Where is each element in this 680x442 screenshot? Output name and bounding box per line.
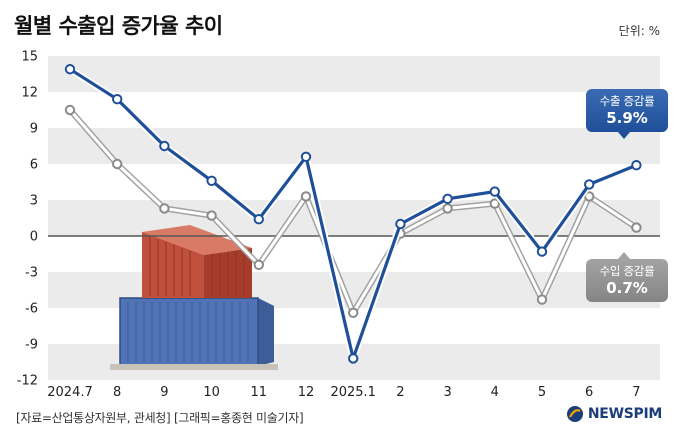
- blue-container: [110, 297, 278, 370]
- exports-callout-label: 수출 증감률: [599, 94, 655, 108]
- imports-point: [631, 222, 642, 233]
- shipping-containers-illustration: [110, 225, 278, 370]
- y-tick-label: 3: [30, 194, 38, 209]
- exports-point: [584, 179, 595, 190]
- imports-point: [348, 307, 359, 318]
- y-tick-label: 12: [21, 86, 38, 101]
- x-tick-label: 6: [585, 385, 593, 400]
- x-axis-ticks: 2024.7 8 9 10 11 12 2025.1 2 3 4 5 6 7: [47, 385, 640, 400]
- y-tick-label: 15: [21, 50, 38, 65]
- exports-point: [631, 160, 642, 171]
- exports-point: [348, 353, 359, 364]
- exports-point: [253, 214, 264, 225]
- series-lines: [64, 64, 642, 364]
- chart-title: 월별 수출입 증가율 추이: [14, 14, 223, 38]
- imports-point: [489, 198, 500, 209]
- grid-band: [48, 128, 660, 164]
- exports-point: [442, 193, 453, 205]
- grid-band: [48, 56, 660, 92]
- x-tick-label: 4: [491, 385, 499, 400]
- x-tick-label: 2024.7: [47, 385, 93, 400]
- exports-point: [112, 94, 123, 105]
- imports-point: [206, 210, 217, 221]
- imports-point: [536, 294, 548, 305]
- x-tick-label: 10: [203, 385, 220, 400]
- newspim-logo-text: NEWSPIM: [587, 406, 662, 422]
- exports-point: [300, 151, 312, 163]
- x-tick-label: 11: [251, 385, 268, 400]
- source-credit: [자료=산업통상자원부, 관세청] [그래픽=홍종현 미술기자]: [16, 411, 304, 425]
- x-tick-label: 3: [443, 385, 451, 400]
- y-tick-label: 6: [30, 158, 38, 173]
- x-tick-label: 7: [632, 385, 640, 400]
- exports-point: [206, 175, 217, 187]
- newspim-logo-icon: [566, 406, 583, 422]
- exports-point: [395, 218, 406, 230]
- x-tick-label: 2: [396, 385, 404, 400]
- exports-point: [489, 186, 500, 197]
- x-tick-label: 8: [113, 385, 121, 400]
- imports-callout-value: 0.7%: [606, 279, 648, 297]
- y-tick-label: -9: [25, 338, 38, 353]
- imports-callout-label: 수입 증감률: [599, 264, 655, 278]
- y-tick-label: -12: [17, 374, 38, 389]
- imports-point: [159, 203, 170, 214]
- imports-point: [442, 203, 453, 214]
- y-tick-label: -6: [25, 302, 38, 317]
- exports-point: [536, 246, 548, 257]
- red-container: [142, 225, 252, 298]
- exports-callout-value: 5.9%: [606, 109, 648, 127]
- imports-callout: 수입 증감률 0.7%: [586, 252, 668, 302]
- y-axis-ticks: 15 12 9 6 3 0 -3 -6 -9 -12: [17, 50, 38, 389]
- exports-callout: 수출 증감률 5.9%: [586, 89, 668, 139]
- exports-point: [159, 140, 170, 152]
- imports-point: [300, 191, 312, 202]
- y-tick-label: 9: [30, 122, 38, 137]
- y-tick-label: -3: [25, 266, 38, 281]
- x-tick-label: 12: [298, 385, 315, 400]
- exports-point: [64, 64, 76, 75]
- imports-point: [112, 158, 123, 170]
- imports-point: [64, 104, 76, 116]
- x-tick-label: 5: [538, 385, 546, 400]
- x-tick-label: 2025.1: [330, 385, 376, 400]
- imports-point: [253, 259, 264, 270]
- x-tick-label: 9: [160, 385, 168, 400]
- unit-label: 단위: %: [618, 24, 660, 38]
- y-tick-label: 0: [30, 230, 38, 245]
- newspim-logo: NEWSPIM: [566, 405, 662, 423]
